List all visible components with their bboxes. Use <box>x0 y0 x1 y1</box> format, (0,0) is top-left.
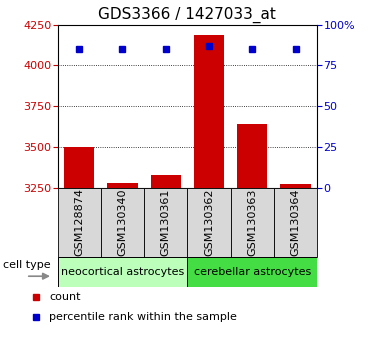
Bar <box>107 183 138 188</box>
FancyBboxPatch shape <box>144 188 187 257</box>
FancyBboxPatch shape <box>101 188 144 257</box>
Text: neocortical astrocytes: neocortical astrocytes <box>61 267 184 277</box>
Text: GSM130363: GSM130363 <box>247 188 257 256</box>
Bar <box>280 184 311 188</box>
FancyBboxPatch shape <box>58 257 187 287</box>
Text: cerebellar astrocytes: cerebellar astrocytes <box>194 267 311 277</box>
Text: GSM130340: GSM130340 <box>118 188 127 256</box>
Text: percentile rank within the sample: percentile rank within the sample <box>49 312 237 322</box>
Text: count: count <box>49 292 81 302</box>
Bar <box>194 35 224 188</box>
Title: GDS3366 / 1427033_at: GDS3366 / 1427033_at <box>98 7 276 23</box>
Text: GSM128874: GSM128874 <box>74 188 84 256</box>
Bar <box>237 124 267 188</box>
Text: cell type: cell type <box>3 260 50 270</box>
Bar <box>64 147 94 188</box>
FancyBboxPatch shape <box>58 188 101 257</box>
FancyBboxPatch shape <box>231 188 274 257</box>
Bar <box>151 175 181 188</box>
Text: GSM130361: GSM130361 <box>161 188 171 256</box>
Text: GSM130364: GSM130364 <box>290 188 301 256</box>
FancyBboxPatch shape <box>187 257 317 287</box>
FancyBboxPatch shape <box>187 188 231 257</box>
Text: GSM130362: GSM130362 <box>204 188 214 256</box>
FancyBboxPatch shape <box>274 188 317 257</box>
